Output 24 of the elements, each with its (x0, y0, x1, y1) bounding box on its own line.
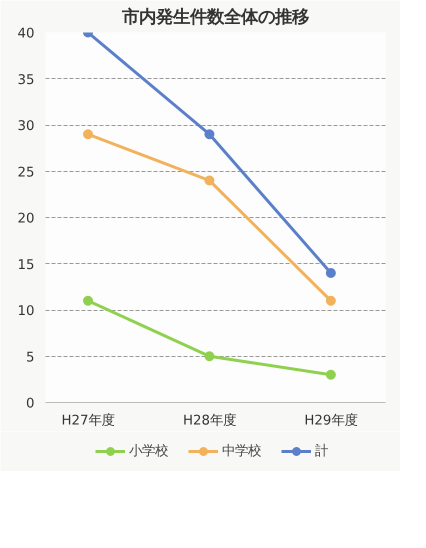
y-tick-label: 15 (18, 258, 35, 273)
y-tick-label: 10 (18, 304, 35, 319)
legend-label: 小学校 (129, 443, 168, 460)
x-tick-label: H29年度 (304, 412, 358, 428)
point (204, 351, 214, 362)
point (326, 370, 336, 380)
x-tick-label: H28年度 (182, 412, 236, 428)
point (204, 129, 214, 140)
y-tick-label: 25 (18, 165, 35, 180)
y-tick-label: 20 (18, 212, 35, 226)
point (83, 296, 93, 306)
point (83, 129, 93, 140)
y-tick-label: 0 (26, 396, 35, 412)
chart-title: 市内発生件数全体の推移 (121, 8, 309, 28)
y-tick-label: 30 (18, 119, 35, 134)
y-tick-label: 5 (26, 350, 35, 366)
point (204, 176, 214, 186)
legend-label: 中学校 (222, 442, 261, 460)
y-tick-label: 40 (18, 26, 35, 42)
x-tick-label: H27年度 (62, 412, 114, 428)
y-tick-label: 35 (18, 72, 35, 88)
point (326, 296, 336, 306)
point (326, 268, 336, 278)
legend-label: 計 (315, 442, 329, 460)
